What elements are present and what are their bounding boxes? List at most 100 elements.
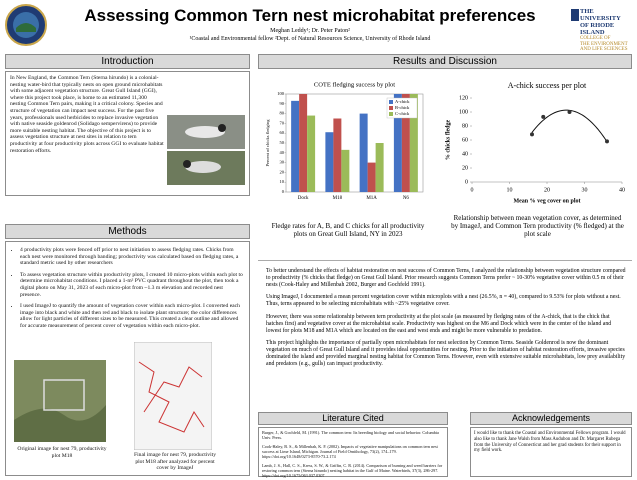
method-bullet: I used ImageJ to quantify the amount of …	[20, 303, 245, 329]
data-point	[605, 139, 609, 144]
trend-line	[531, 109, 608, 143]
y-tick-label: 10	[280, 179, 285, 184]
chart-title: A-chick success per plot	[508, 81, 587, 90]
section-heading: Acknowledgements	[470, 412, 632, 425]
bar	[393, 94, 402, 192]
x-tick-label: 30	[582, 187, 588, 193]
poster-title: Assessing Common Tern nest microhabitat …	[84, 6, 536, 25]
section-heading: Literature Cited	[258, 412, 448, 425]
bar	[375, 143, 384, 192]
references-box: Burger, J., & Gochfeld, M. (1991). The c…	[258, 427, 448, 478]
bar	[299, 94, 308, 192]
bar	[333, 118, 342, 192]
method-bullet: To assess vegetation structure within pr…	[20, 272, 245, 298]
uri-crest	[571, 9, 579, 21]
introduction-text: In New England, the Common Tern (Sterna …	[10, 75, 164, 154]
figure-caption: Relationship between mean vegetation cov…	[451, 214, 624, 238]
reference: Lamb, J. S., Hall, C. S., Kress, S. W., …	[262, 463, 443, 478]
y-tick-label: 40	[280, 150, 285, 155]
results-paragraph: To better understand the effects of habi…	[266, 268, 626, 288]
y-tick-label: 30	[280, 160, 285, 165]
logo-line: THE	[580, 8, 594, 15]
divider	[258, 260, 632, 261]
y-axis-label: % chicks fledge	[445, 120, 451, 161]
bar	[307, 115, 316, 192]
legend-swatch	[389, 112, 393, 116]
introduction-box: In New England, the Common Tern (Sterna …	[5, 71, 250, 196]
legend-swatch	[389, 100, 393, 104]
logo-line: OF RHODE ISLAND	[580, 22, 615, 36]
y-tick-label: 50	[280, 140, 285, 145]
data-point	[541, 114, 546, 119]
scatter-chart: A-chick success per plot % chicks fledge M…	[445, 81, 625, 205]
x-tick-label: 0	[471, 187, 474, 193]
y-axis-label: Percent of chicks fledging	[265, 119, 270, 167]
reference: Cook-Haley, B. S., & Millenbah, K. F. (2…	[262, 444, 438, 459]
bar	[291, 100, 300, 192]
y-tick-label: 20	[280, 169, 285, 174]
section-heading: Results and Discussion	[258, 54, 632, 69]
reference: Burger, J., & Gochfeld, M. (1991). The c…	[262, 430, 439, 440]
legend-label: B-chick	[395, 105, 410, 110]
y-tick-label: 120	[459, 95, 468, 101]
analyzed-photo	[134, 342, 212, 450]
bar	[367, 162, 376, 192]
bar	[401, 94, 410, 192]
data-point	[567, 110, 572, 114]
legend-label: A-chick	[395, 99, 410, 104]
y-tick-label: 80	[462, 123, 468, 129]
original-photo	[14, 360, 106, 442]
uri-logo: THE UNIVERSITY OF RHODE ISLAND COLLEGE OF TH…	[580, 8, 635, 53]
x-tick-label: 20	[544, 187, 550, 193]
x-tick-label: 40	[619, 187, 625, 193]
logo-line: COLLEGE OF	[580, 36, 611, 41]
section-heading: Introduction	[5, 54, 250, 69]
logo-line: AND LIFE SCIENCES	[580, 47, 628, 53]
x-tick-label: M18	[333, 196, 343, 201]
bar	[409, 94, 418, 192]
logo-line: THE ENVIRONMENT	[580, 41, 628, 47]
x-axis-label: Mean % veg cover on plot	[513, 198, 580, 204]
y-tick-label: 100	[459, 109, 468, 115]
photo-caption: Final image for nest 79, productivity pl…	[133, 452, 217, 472]
results-text: To better understand the effects of habi…	[266, 268, 626, 374]
photo-stack	[167, 115, 245, 185]
methods-list: 4 productivity plots were fenced off pri…	[10, 247, 245, 330]
y-tick-label: 60	[280, 130, 285, 135]
y-tick-label: 40	[462, 151, 468, 157]
results-paragraph: However, there was some relationship bet…	[266, 313, 612, 334]
method-bullet: 4 productivity plots were fenced off pri…	[20, 247, 245, 267]
methods-box: 4 productivity plots were fenced off pri…	[5, 241, 250, 476]
y-tick-label: 20	[462, 165, 468, 171]
logo-line: UNIVERSITY	[580, 15, 621, 22]
bar	[341, 149, 350, 192]
bar	[359, 113, 368, 192]
authors: Meghan Leddy¹; Dr. Peter Paton²	[270, 28, 350, 34]
acknowledgements-box: I would like to thank the Coastal and En…	[470, 427, 632, 477]
bar-chart: COTE fledging success by plot Percent of …	[265, 81, 424, 201]
results-paragraph: This project highlights the importance o…	[266, 340, 626, 367]
y-tick-label: 90	[280, 101, 285, 106]
bar	[325, 132, 334, 192]
program-logo	[5, 4, 47, 46]
y-tick-label: 0	[282, 189, 285, 194]
legend-box	[386, 97, 418, 119]
y-tick-label: 100	[277, 91, 285, 96]
legend-swatch	[389, 106, 393, 110]
chart-title: COTE fledging success by plot	[314, 81, 395, 88]
y-tick-label: 80	[280, 111, 285, 116]
section-heading: Methods	[5, 224, 250, 239]
y-tick-label: 70	[280, 120, 285, 125]
x-tick-label: 10	[507, 187, 513, 193]
y-tick-label: 0	[465, 179, 468, 185]
x-tick-label: M1A	[366, 196, 377, 201]
y-tick-label: 60	[462, 137, 468, 143]
photo-caption: Original image for nest 79, productivity…	[17, 446, 107, 459]
figure-caption: Fledge rates for A, B, and C chicks for …	[271, 222, 425, 238]
data-point	[530, 132, 534, 137]
legend-label: C-chick	[395, 111, 410, 116]
tern-photos	[167, 115, 245, 185]
x-tick-label: N6	[403, 196, 410, 201]
x-tick-label: Dock	[298, 196, 309, 201]
